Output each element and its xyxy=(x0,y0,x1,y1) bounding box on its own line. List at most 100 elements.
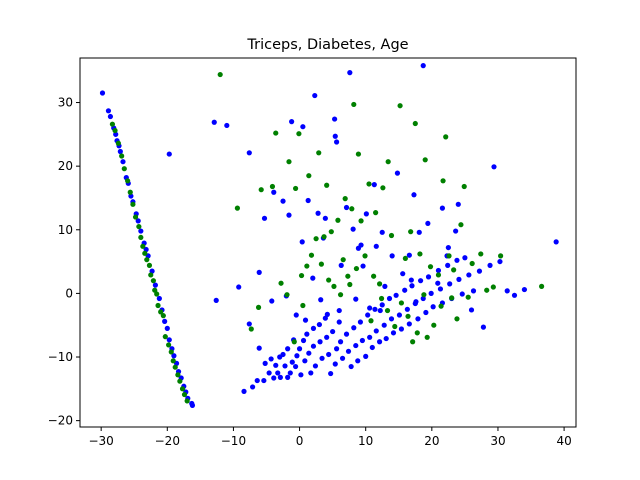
scatter-point xyxy=(328,370,334,377)
scatter-point xyxy=(498,253,504,259)
scatter-point xyxy=(340,257,346,263)
scatter-point xyxy=(300,302,306,309)
scatter-point xyxy=(400,271,406,277)
scatter-point xyxy=(459,291,465,297)
scatter-point xyxy=(335,217,341,223)
scatter-point xyxy=(302,317,309,323)
scatter-point xyxy=(292,185,299,192)
scatter-point xyxy=(379,229,385,235)
scatter-point xyxy=(438,303,444,309)
scatter-point xyxy=(413,299,419,305)
scatter-point xyxy=(236,284,242,290)
scatter-point xyxy=(389,253,395,259)
scatter-point xyxy=(390,330,397,336)
scatter-point xyxy=(287,370,293,376)
scatter-point xyxy=(326,277,332,283)
scatter-point xyxy=(115,140,121,146)
scatter-point xyxy=(360,263,366,269)
scatter-point xyxy=(409,283,415,289)
scatter-point xyxy=(135,218,141,224)
scatter-point xyxy=(312,92,318,99)
y-tick-label: 30 xyxy=(58,96,73,110)
scatter-point xyxy=(184,398,190,404)
scatter-point xyxy=(504,288,510,294)
scatter-point xyxy=(154,291,160,297)
scatter-point xyxy=(256,269,262,275)
scatter-point xyxy=(417,251,423,257)
scatter-point xyxy=(324,182,330,188)
scatter-point xyxy=(125,178,131,184)
scatter-point xyxy=(366,181,372,187)
scatter-point xyxy=(511,292,518,298)
scatter-point xyxy=(456,276,462,282)
scatter-point xyxy=(425,274,432,280)
scatter-point xyxy=(393,292,399,298)
x-tick-label: 20 xyxy=(424,434,439,448)
scatter-point xyxy=(322,315,328,321)
scatter-point xyxy=(371,182,377,188)
scatter-point xyxy=(319,355,325,361)
scatter-point xyxy=(266,370,272,376)
scatter-point xyxy=(127,189,133,195)
scatter-point xyxy=(343,204,350,211)
scatter-point xyxy=(334,346,340,352)
scatter-point xyxy=(411,192,417,198)
scatter-point xyxy=(398,326,405,332)
scatter-point xyxy=(302,358,308,364)
scatter-point xyxy=(177,378,183,384)
scatter-point xyxy=(168,349,174,355)
y-tick-label: −10 xyxy=(48,350,73,364)
scatter-point xyxy=(353,265,360,272)
scatter-point xyxy=(469,260,475,267)
x-tick-label: 0 xyxy=(296,434,304,448)
y-tick-label: 10 xyxy=(58,223,73,237)
scatter-point xyxy=(446,253,452,259)
scatter-point xyxy=(337,292,344,298)
scatter-point xyxy=(415,316,421,322)
scatter-point xyxy=(451,267,457,273)
scatter-point xyxy=(140,243,146,249)
scatter-point xyxy=(480,324,487,330)
scatter-point xyxy=(278,280,284,286)
scatter-point xyxy=(402,255,408,262)
scatter-point xyxy=(317,339,323,345)
scatter-point xyxy=(292,363,299,370)
scatter-point xyxy=(326,351,332,358)
scatter-point xyxy=(138,234,144,241)
scatter-point xyxy=(336,319,342,325)
scatter-point xyxy=(383,335,389,342)
scatter-point xyxy=(304,331,310,337)
scatter-point xyxy=(310,343,317,349)
scatter-point xyxy=(336,307,342,314)
scatter-point xyxy=(296,346,303,352)
scatter-point xyxy=(112,127,118,134)
scatter-point xyxy=(423,309,429,316)
scatter-point xyxy=(255,304,262,310)
scatter-point xyxy=(152,282,158,288)
scatter-point xyxy=(443,134,449,140)
scatter-point xyxy=(491,164,497,170)
scatter-point xyxy=(332,116,338,122)
scatter-point xyxy=(337,339,344,345)
scatter-point xyxy=(343,331,350,337)
scatter-point xyxy=(170,358,176,364)
scatter-point xyxy=(410,339,416,345)
scatter-point xyxy=(332,361,338,367)
scatter-point xyxy=(468,307,475,313)
scatter-point xyxy=(396,312,403,318)
scatter-point xyxy=(271,189,277,195)
scatter-point xyxy=(296,131,302,137)
scatter-point xyxy=(373,243,379,249)
scatter-point xyxy=(369,344,375,351)
scatter-point xyxy=(120,159,126,165)
scatter-point xyxy=(293,312,299,318)
scatter-point xyxy=(447,281,453,287)
scatter-point xyxy=(308,370,314,376)
scatter-point xyxy=(213,297,219,303)
scatter-point xyxy=(334,139,340,145)
scatter-point xyxy=(454,316,460,322)
scatter-point xyxy=(435,272,442,278)
scatter-point xyxy=(298,372,304,378)
scatter-point xyxy=(158,309,164,315)
